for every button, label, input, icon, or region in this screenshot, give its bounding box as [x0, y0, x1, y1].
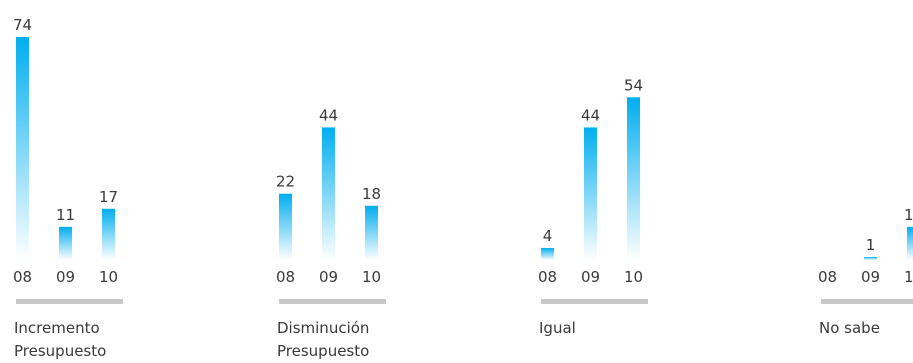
group-baseline	[279, 299, 386, 304]
tick-label: 09	[319, 268, 338, 286]
data-label: 17	[99, 188, 118, 206]
plot-area: 74 08 11 09 17 10 Incremento Presupuesto 22 08 44 0…	[13, 16, 913, 360]
data-label: 4	[543, 227, 553, 245]
bar	[627, 97, 640, 261]
data-label: 11	[56, 206, 75, 224]
data-label: 11	[904, 206, 913, 224]
tick-label: 09	[56, 268, 75, 286]
bar	[907, 226, 913, 260]
group-label: Incremento	[14, 319, 100, 337]
bar	[59, 226, 72, 260]
group-label: Presupuesto	[14, 342, 106, 360]
group-label: No sabe	[819, 319, 880, 337]
bar-group: 22 08 44 09 18 10 Disminución Presupuesto	[276, 106, 386, 360]
data-label: 1	[866, 236, 876, 254]
group-label: Disminución	[277, 319, 369, 337]
data-label: 74	[13, 16, 32, 34]
data-label: 44	[319, 106, 338, 124]
bar	[365, 205, 378, 260]
tick-label: 08	[818, 268, 837, 286]
tick-label: 09	[581, 268, 600, 286]
data-label: 44	[581, 106, 600, 124]
bar	[322, 127, 335, 261]
data-label: 54	[624, 76, 643, 94]
bar-group: 08 1 09 11 10 No sabe	[818, 206, 913, 337]
bar-group: 74 08 11 09 17 10 Incremento Presupuesto	[13, 16, 123, 360]
data-label: 18	[362, 185, 381, 203]
tick-label: 10	[362, 268, 381, 286]
group-baseline	[821, 299, 913, 304]
tick-label: 10	[904, 268, 913, 286]
tick-label: 10	[624, 268, 643, 286]
tick-label: 08	[538, 268, 557, 286]
bar-group: 4 08 44 09 54 10 Igual	[538, 76, 648, 337]
bar	[16, 37, 29, 260]
group-label: Presupuesto	[277, 342, 369, 360]
tick-label: 09	[861, 268, 880, 286]
bar	[864, 256, 877, 260]
bar	[541, 247, 554, 260]
bar	[584, 127, 597, 261]
tick-label: 08	[13, 268, 32, 286]
data-label: 22	[276, 173, 295, 191]
group-baseline	[16, 299, 123, 304]
bar	[102, 208, 115, 260]
group-label: Igual	[539, 319, 576, 337]
tick-label: 08	[276, 268, 295, 286]
bar	[279, 193, 292, 260]
group-baseline	[541, 299, 648, 304]
tick-label: 10	[99, 268, 118, 286]
